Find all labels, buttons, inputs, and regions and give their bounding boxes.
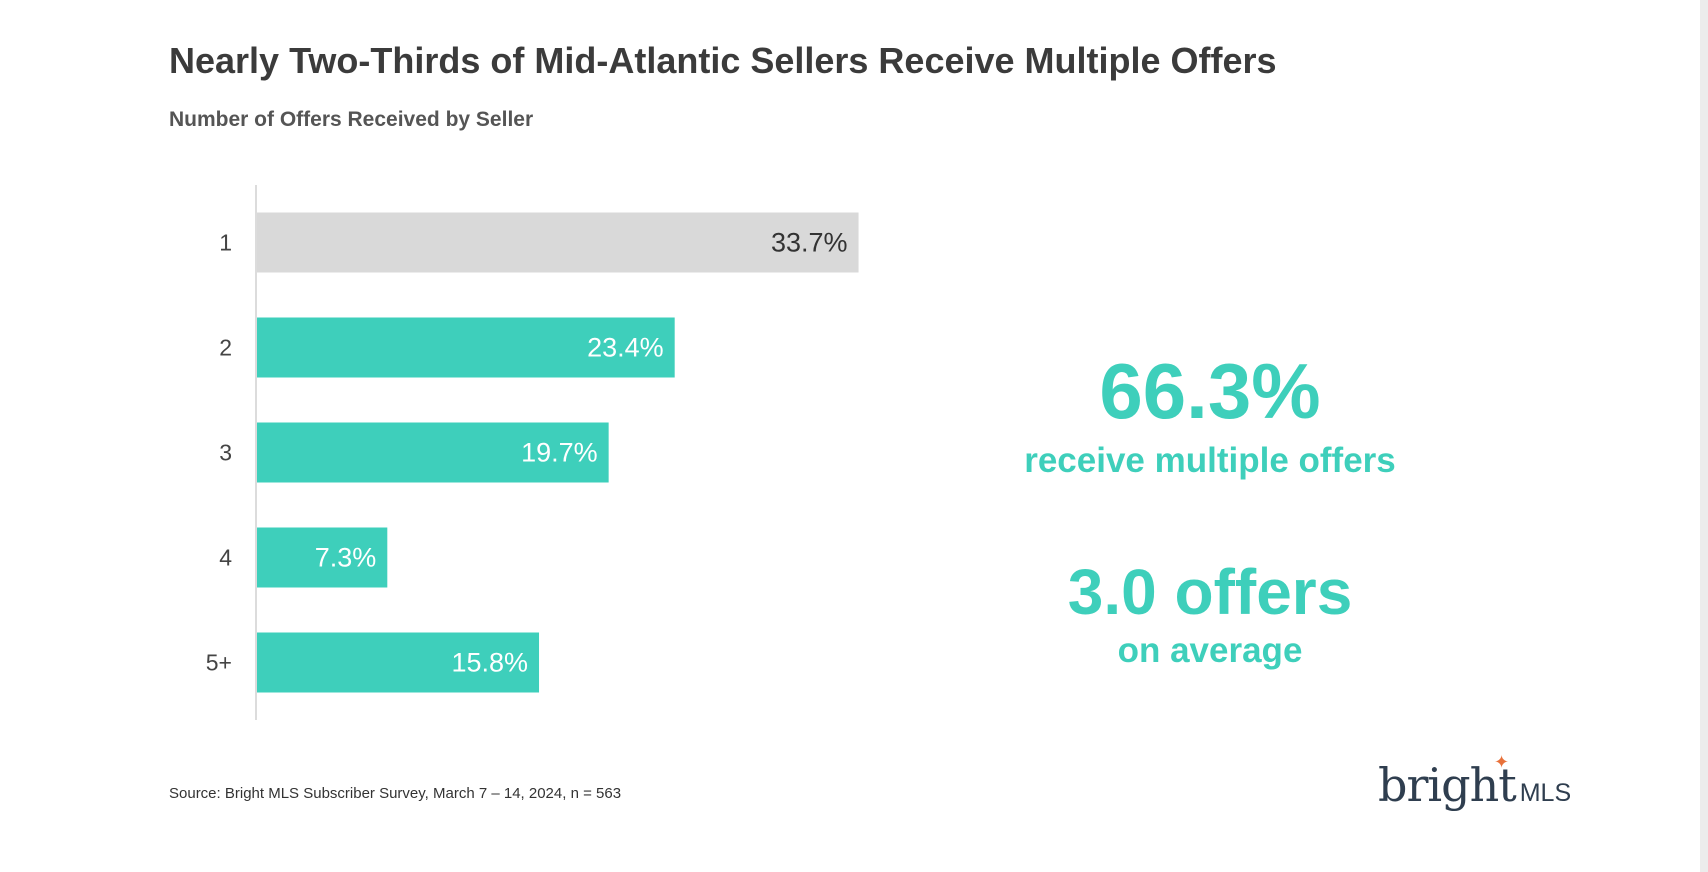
multiple-offers-value: 66.3% xyxy=(1099,347,1321,435)
category-tick-label: 5+ xyxy=(206,650,232,676)
source-note: Source: Bright MLS Subscriber Survey, Ma… xyxy=(169,785,622,802)
bar xyxy=(257,632,540,693)
average-offers-label: on average xyxy=(1117,631,1303,670)
multiple-offers-callout: 66.3% receive multiple offers xyxy=(950,352,1470,481)
bar xyxy=(257,317,675,378)
bar xyxy=(257,422,609,483)
logo-suffix-text: MLS xyxy=(1519,779,1572,807)
chart-title: Nearly Two-Thirds of Mid-Atlantic Seller… xyxy=(169,40,1277,81)
category-tick-label: 2 xyxy=(219,335,232,361)
bar-value-label: 19.7% xyxy=(521,438,598,468)
category-tick-label: 1 xyxy=(219,230,232,256)
average-offers-callout: 3.0 offers on average xyxy=(950,560,1470,671)
bar-value-label: 7.3% xyxy=(315,543,377,573)
bar-value-label: 23.4% xyxy=(587,333,664,363)
category-tick-label: 4 xyxy=(219,545,232,571)
bright-mls-logo: bright MLS ✦ xyxy=(1378,752,1572,814)
four-point-star-icon: ✦ xyxy=(1494,752,1510,772)
average-offers-value: 3.0 offers xyxy=(1067,556,1353,628)
bar-value-label: 15.8% xyxy=(451,648,528,678)
bar xyxy=(257,212,859,273)
logo-brand-text: bright xyxy=(1378,758,1517,812)
offers-bar-chart: 1 33.7% 2 23.4% 3 19.7% 4 7.3% 5+ 15.8% xyxy=(206,185,859,720)
page-edge xyxy=(1700,0,1708,872)
category-tick-label: 3 xyxy=(219,440,232,466)
multiple-offers-label: receive multiple offers xyxy=(1024,441,1396,480)
chart-subtitle: Number of Offers Received by Seller xyxy=(169,108,534,131)
bar xyxy=(257,527,388,588)
bar-value-label: 33.7% xyxy=(771,228,848,258)
